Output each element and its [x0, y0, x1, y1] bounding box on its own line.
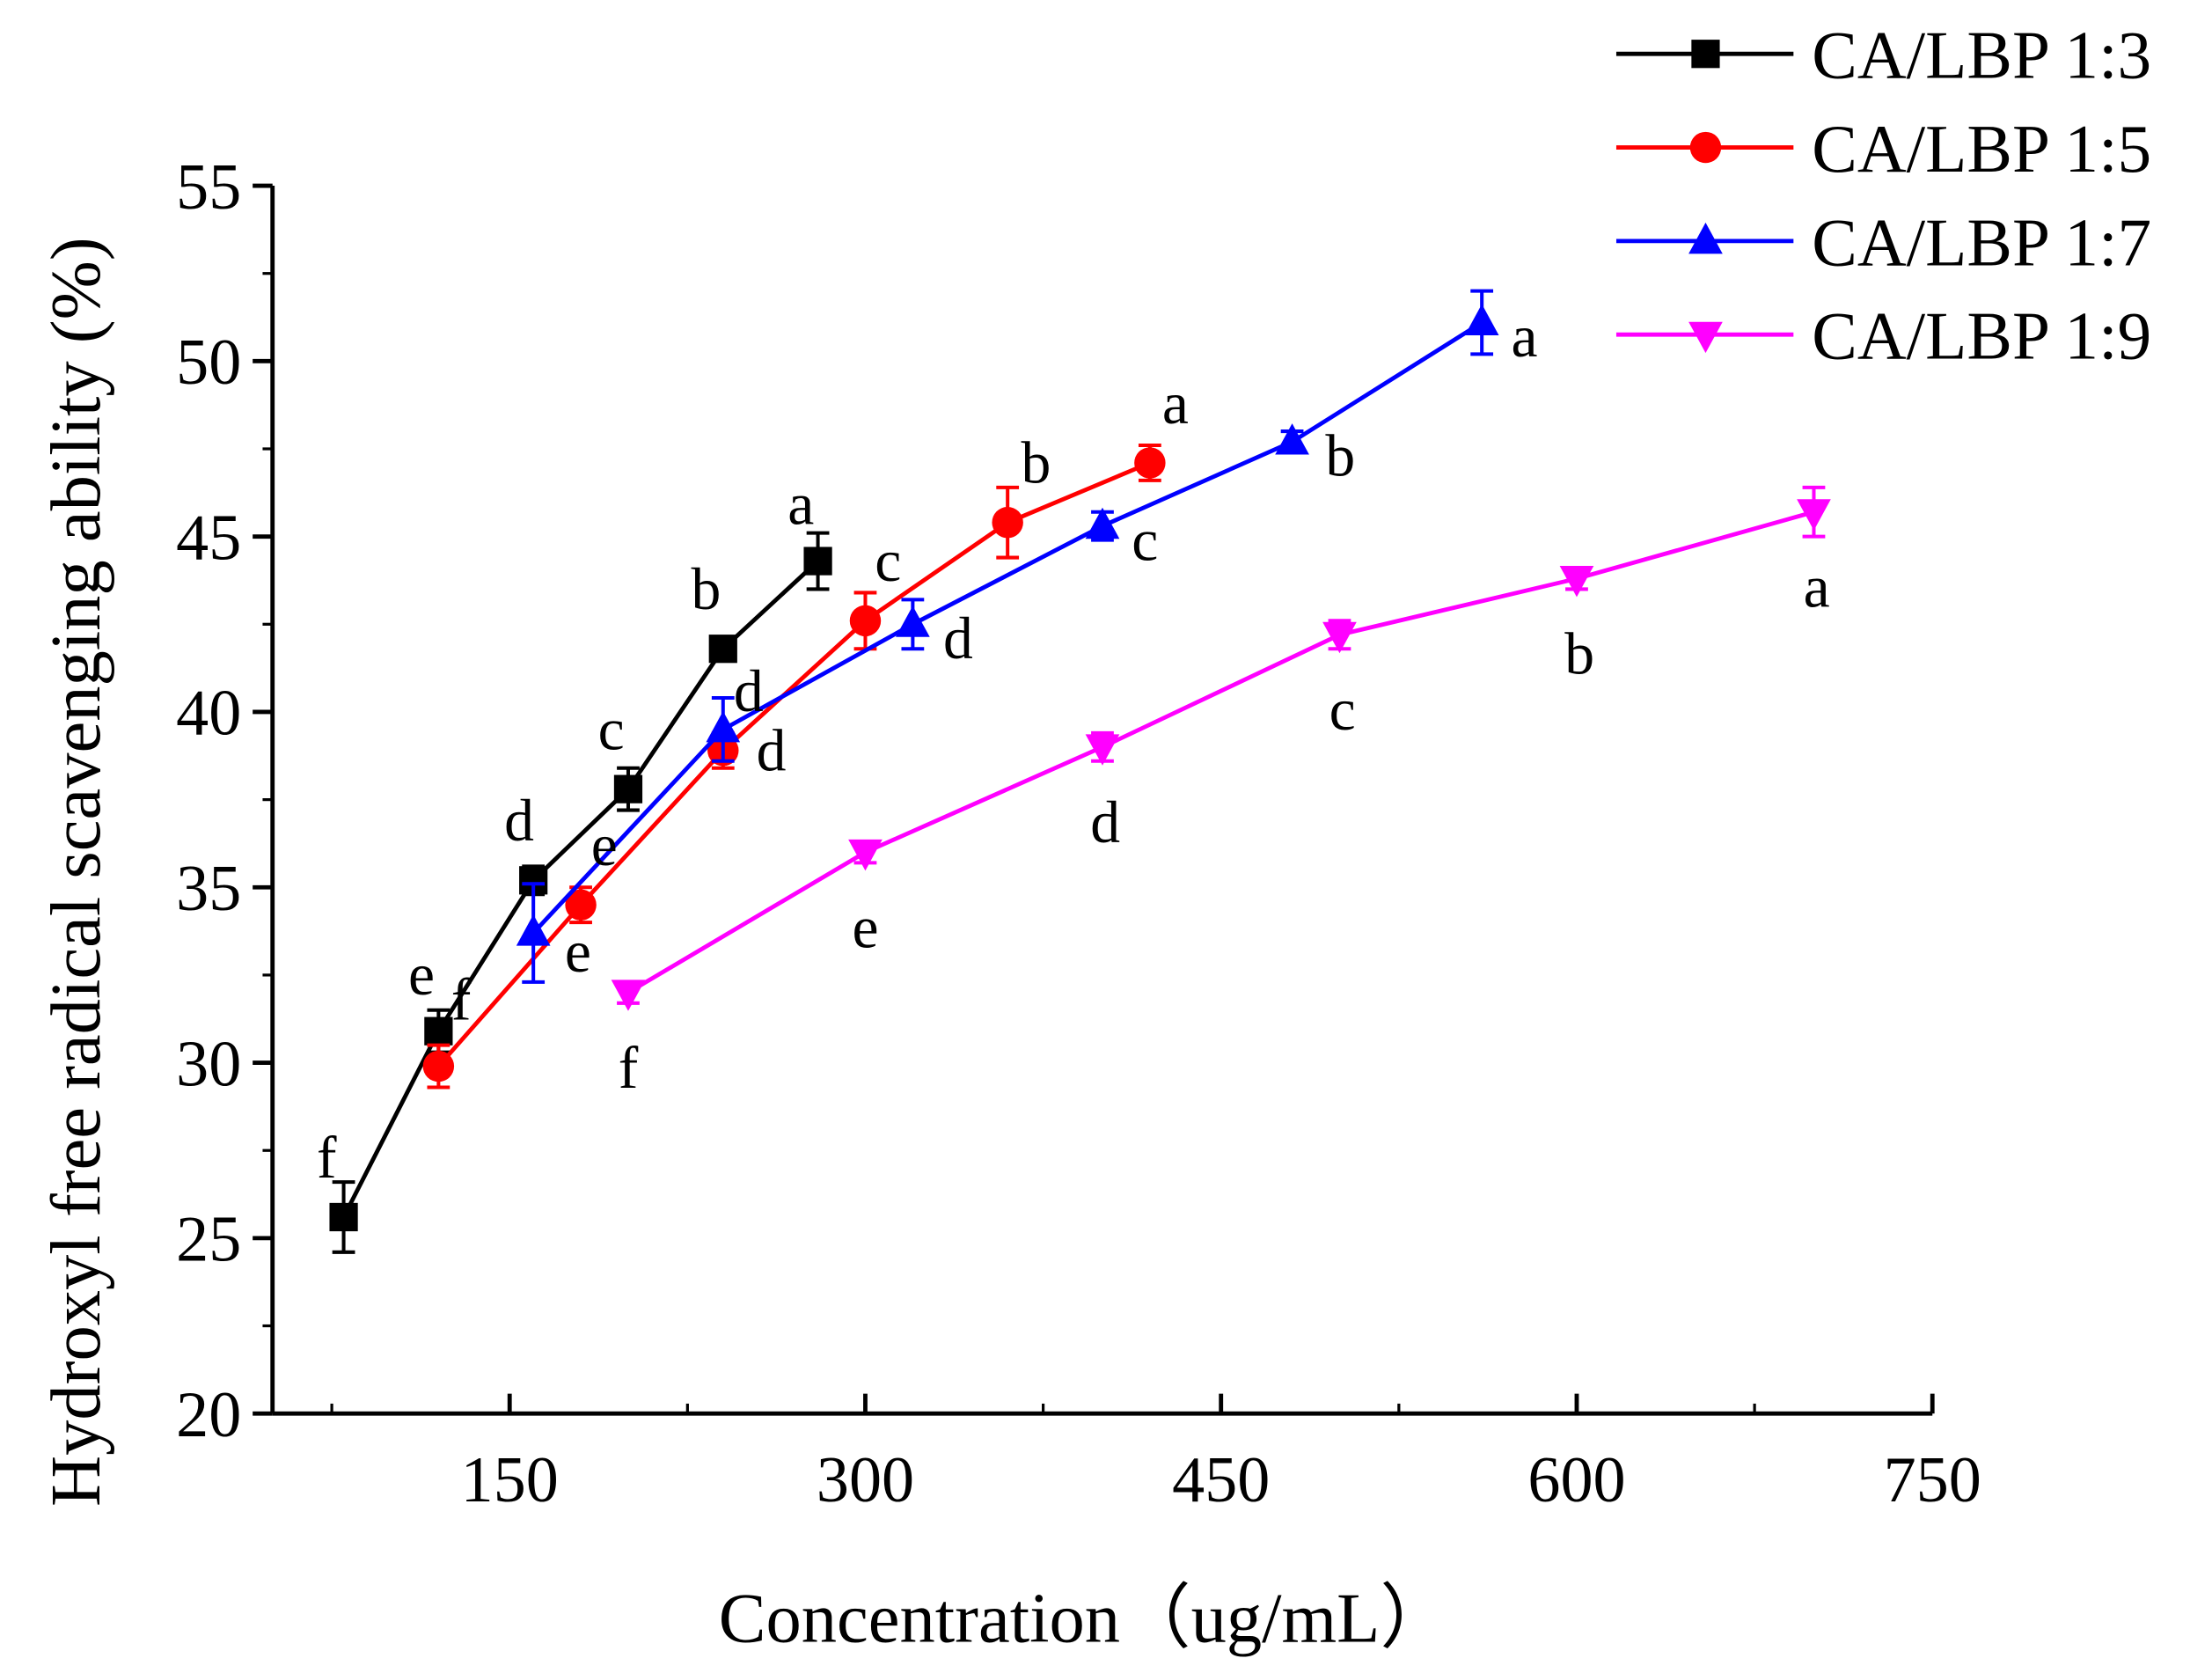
y-axis-label: Hydroxyl free radical scavenging ability…: [37, 237, 115, 1507]
data-point: [1275, 423, 1309, 455]
significance-label: b: [1325, 423, 1355, 489]
significance-label: e: [565, 919, 591, 985]
significance-label: a: [1162, 371, 1189, 437]
data-point: [706, 710, 741, 743]
y-tick-label: 50: [176, 327, 241, 399]
data-point: [992, 506, 1023, 539]
legend-label: CA/LBP 1:7: [1812, 204, 2151, 280]
series-line: [531, 320, 1483, 935]
x-tick-label: 450: [1172, 1444, 1270, 1516]
legend: CA/LBP 1:3 CA/LBP 1:5 CA/LBP 1:7 CA/LBP 1:9: [1615, 18, 2151, 374]
legend-label: CA/LBP 1:9: [1812, 298, 2151, 374]
legend-item: CA/LBP 1:5: [1615, 111, 2151, 187]
data-point: [516, 914, 551, 946]
significance-label: c: [875, 528, 901, 594]
x-tick-label: 150: [461, 1444, 559, 1516]
significance-label: a: [1511, 304, 1537, 370]
data-point: [1134, 447, 1166, 479]
data-point: [1559, 565, 1594, 598]
significance-label: c: [598, 697, 625, 763]
significance-label: c: [1132, 507, 1158, 573]
x-axis-label: Concentration（ug/mL）: [719, 1580, 1451, 1658]
data-point: [803, 547, 832, 576]
y-tick-label: 55: [176, 151, 241, 224]
data-point: [422, 1050, 455, 1082]
significance-label: b: [1021, 430, 1051, 496]
legend-marker: [1689, 131, 1722, 164]
series-line: [436, 460, 1151, 1068]
data-point: [848, 839, 883, 871]
significance-label: f: [451, 966, 472, 1032]
significance-label: b: [692, 556, 721, 622]
data-point: [1797, 499, 1831, 531]
significance-label: f: [619, 1035, 639, 1101]
data-point: [611, 980, 646, 1011]
data-point: [424, 1016, 453, 1046]
legend-marker: [1688, 222, 1723, 254]
significance-label: d: [757, 717, 787, 783]
x-tick-label: 300: [817, 1444, 914, 1516]
data-point: [1085, 734, 1120, 766]
significance-label: e: [408, 942, 435, 1008]
data-point: [708, 635, 737, 664]
y-tick-label: 20: [176, 1379, 241, 1451]
legend-item: CA/LBP 1:3: [1615, 18, 2151, 93]
significance-label: b: [1564, 620, 1594, 686]
significance-label: d: [943, 605, 973, 671]
data-point: [1464, 304, 1499, 336]
significance-label: a: [787, 472, 814, 538]
legend-marker: [1688, 321, 1723, 354]
significance-label: e: [852, 894, 878, 960]
y-tick-label: 45: [176, 502, 241, 574]
data-point: [1085, 507, 1120, 539]
y-tick-label: 25: [176, 1204, 241, 1276]
legend-label: CA/LBP 1:3: [1812, 18, 2151, 93]
data-point: [896, 605, 930, 637]
data-point: [849, 605, 882, 637]
x-tick-label: 600: [1527, 1444, 1625, 1516]
y-tick-label: 35: [176, 853, 241, 925]
significance-label: e: [591, 812, 618, 878]
data-point: [613, 774, 643, 803]
series-line: [626, 510, 1815, 994]
legend-item: CA/LBP 1:7: [1615, 204, 2151, 280]
legend-marker: [1691, 40, 1720, 69]
significance-label: a: [1804, 554, 1830, 620]
significance-label: f: [317, 1125, 337, 1191]
data-point: [329, 1202, 358, 1232]
y-tick-label: 30: [176, 1028, 241, 1100]
y-tick-label: 40: [176, 678, 241, 750]
data-point: [1322, 621, 1357, 654]
x-tick-label: 750: [1884, 1444, 1981, 1516]
significance-label: d: [1090, 789, 1120, 855]
significance-label: d: [734, 658, 764, 724]
series-line: [341, 559, 820, 1219]
significance-label: c: [1329, 677, 1356, 743]
legend-label: CA/LBP 1:5: [1812, 111, 2151, 187]
significance-label: d: [504, 788, 534, 854]
data-point: [565, 889, 597, 921]
legend-item: CA/LBP 1:9: [1615, 298, 2151, 374]
axes: 20 25 30 35 40 45 50 55 150 300 450 600 750: [176, 151, 1981, 1516]
